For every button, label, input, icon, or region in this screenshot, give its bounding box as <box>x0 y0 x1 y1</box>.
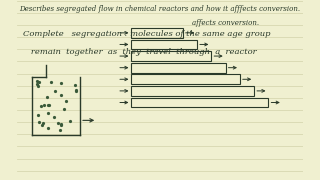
Bar <box>132 74 240 84</box>
Bar <box>132 40 197 49</box>
Bar <box>132 51 212 61</box>
Bar <box>132 63 226 73</box>
Bar <box>132 98 268 107</box>
Bar <box>132 28 183 38</box>
Text: Complete   segregation : molecules of the same age group: Complete segregation : molecules of the … <box>23 30 270 38</box>
Text: affects conversion.: affects conversion. <box>192 19 259 27</box>
Text: Describes segregated flow in chemical reactors and how it afffects conversion.: Describes segregated flow in chemical re… <box>20 5 300 13</box>
Text: remain  together  as  they  travel  through  a  reactor: remain together as they travel through a… <box>23 48 257 56</box>
Bar <box>132 86 254 96</box>
